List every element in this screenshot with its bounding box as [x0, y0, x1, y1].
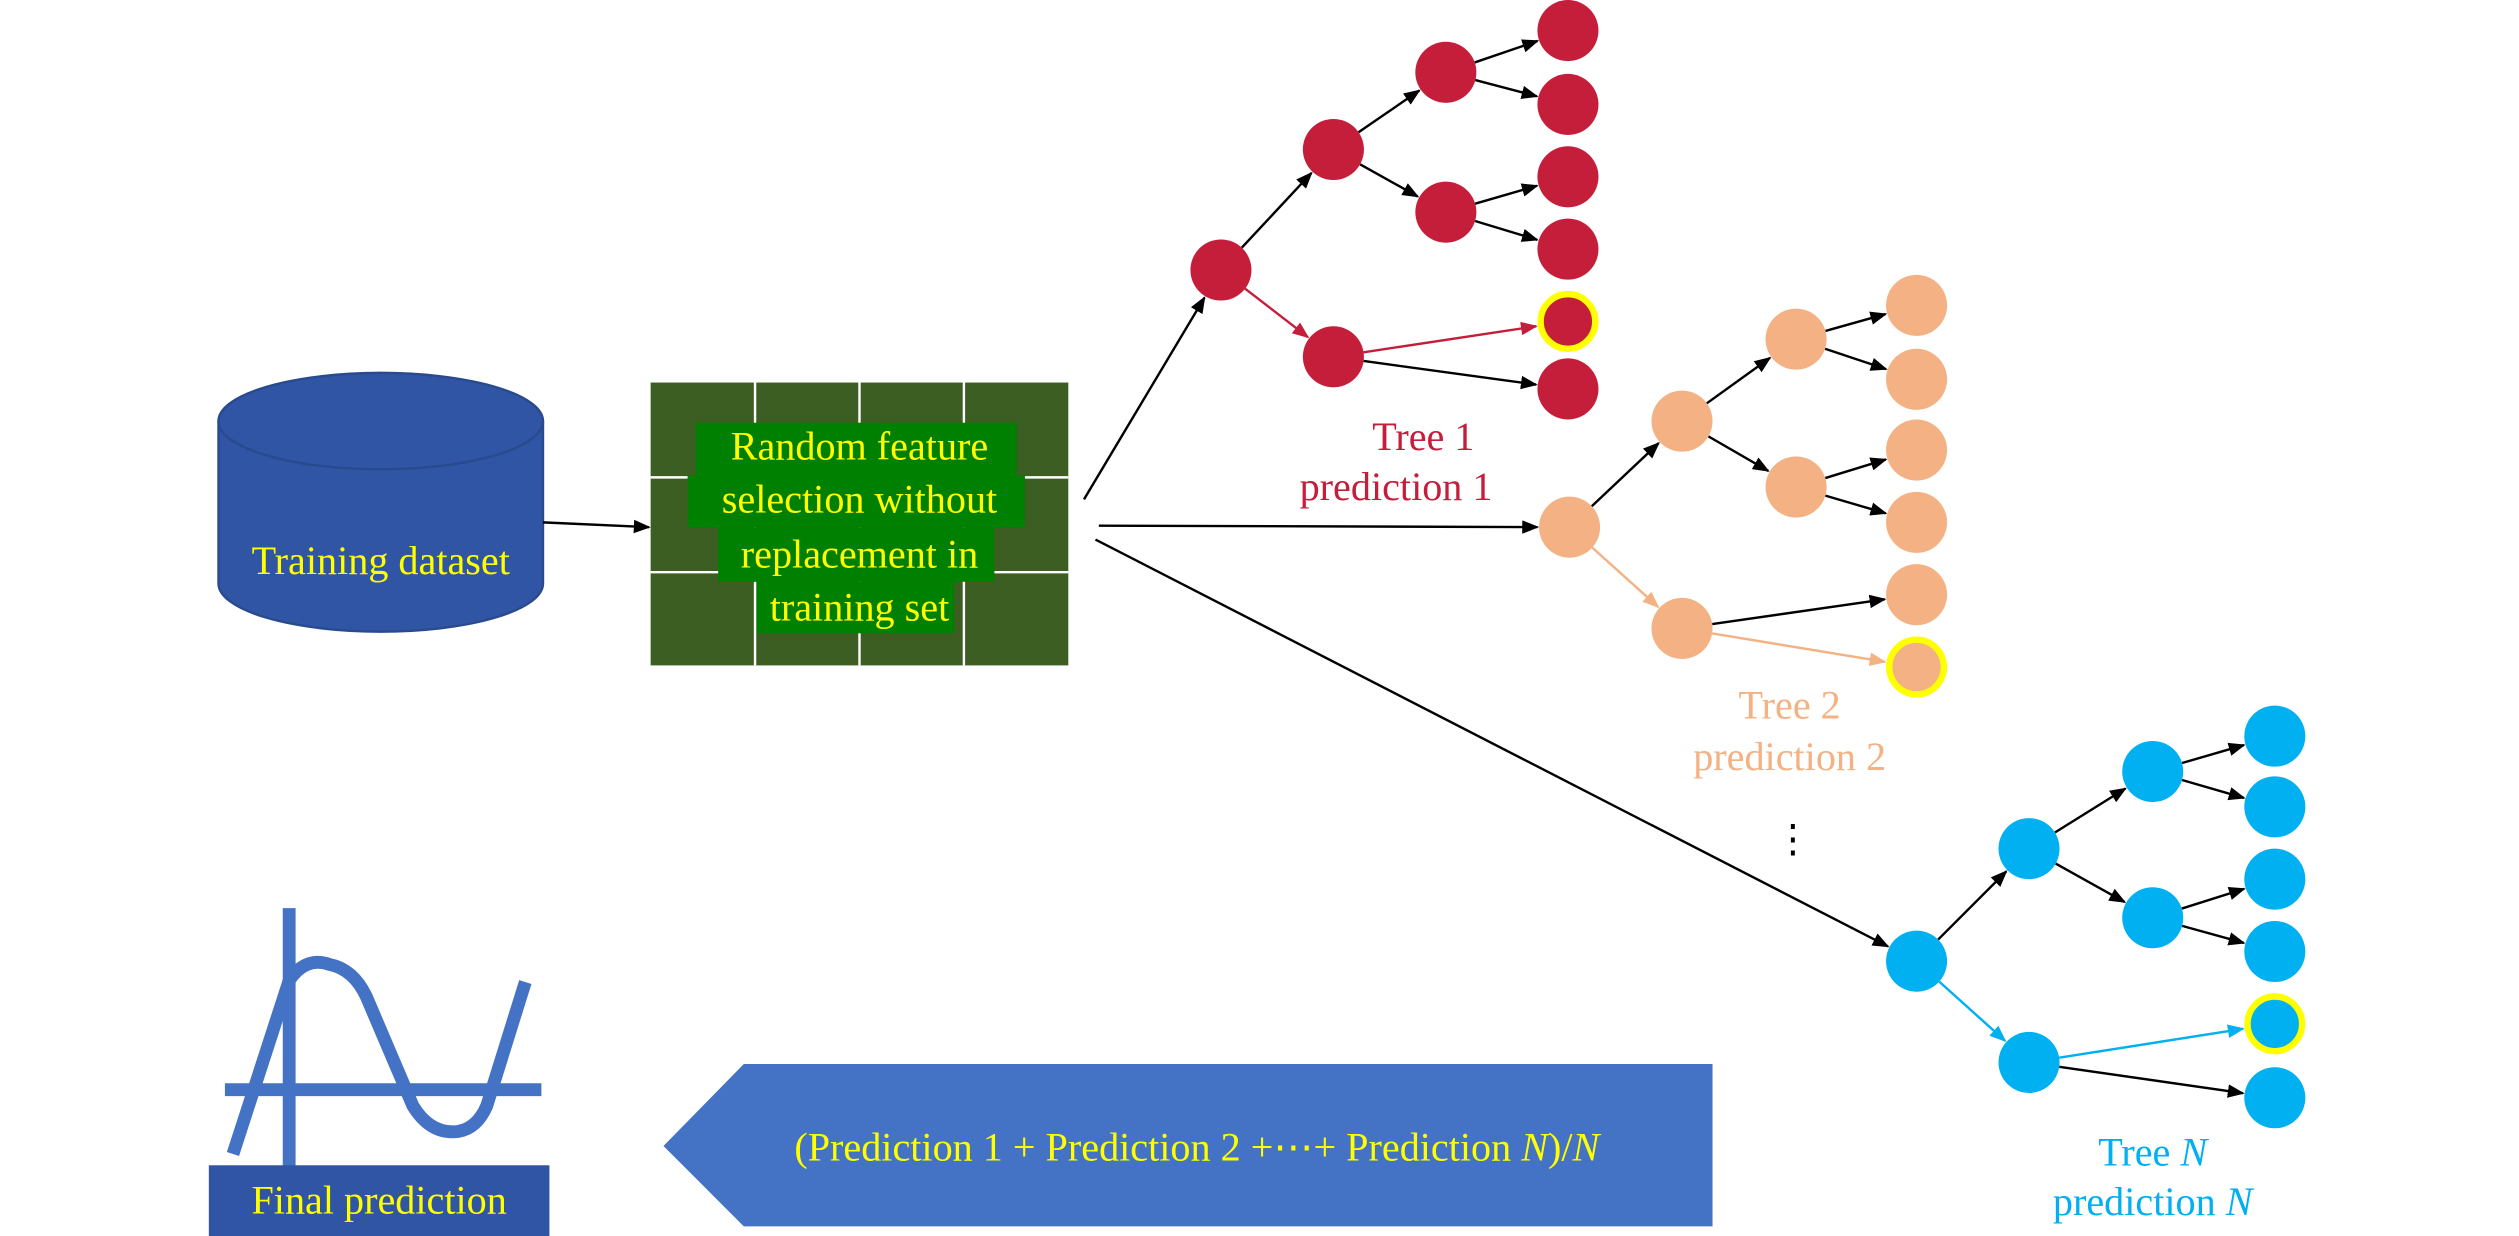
- tree3-edge: [2181, 887, 2246, 910]
- tree2-leaf-node: [1886, 491, 1948, 553]
- tree2-edge: [1712, 594, 1887, 626]
- tree1-title: Tree 1: [1372, 414, 1474, 459]
- feature-selection-grid: Random feature selection without replace…: [650, 382, 1069, 666]
- tree1-edge: [1474, 39, 1540, 64]
- selection-line-1: Random feature: [731, 424, 989, 469]
- tree1-leaf-node: [1537, 73, 1599, 136]
- tree1-edge: [1240, 171, 1313, 249]
- tree3-edge: [2055, 862, 2127, 904]
- tree3-edge: [1937, 870, 2008, 941]
- tree2-title: Tree 2: [1739, 682, 1841, 727]
- tree2-edge: [1825, 311, 1888, 333]
- aggregation-arrow: (Prediction 1 + Prediction 2 +⋯+ Predict…: [663, 1064, 1713, 1227]
- tree3-edge: [2181, 742, 2246, 765]
- tree2-leaf-node: [1886, 419, 1948, 481]
- tree1-edge: [1363, 359, 1538, 390]
- tree3-node: [2122, 887, 2184, 949]
- tree3-edge: [2054, 787, 2127, 834]
- tree1-edge: [1474, 219, 1539, 242]
- tree2-selected-leaf-node: [1886, 636, 1948, 698]
- selection-line-4: training set: [770, 584, 950, 629]
- tree3-node: [1998, 1031, 2060, 1093]
- tree2-node: [1539, 496, 1601, 558]
- ellipsis: ⋮: [1774, 819, 1813, 861]
- tree3-node: [2122, 740, 2184, 803]
- edge-selection-to-tree2: [1098, 520, 1540, 534]
- tree3-edge: [2181, 778, 2246, 801]
- tree1-node: [1415, 181, 1477, 243]
- tree2-node: [1651, 390, 1713, 452]
- tree1-prediction: prediction 1: [1300, 464, 1493, 509]
- treeN-title: Tree N: [2098, 1129, 2209, 1174]
- selection-line-3: replacement in: [741, 531, 978, 576]
- tree2-edge: [1824, 457, 1888, 480]
- tree1-edge: [1474, 183, 1539, 205]
- tree1-node: [1415, 41, 1477, 103]
- final-prediction-box: [208, 1165, 550, 1236]
- final-prediction-label: Final prediction: [251, 1177, 506, 1222]
- tree1-node: [1302, 118, 1364, 181]
- edge-selection-to-tree3: [1094, 538, 1890, 948]
- tree2-node: [1765, 308, 1827, 370]
- edge-selection-to-tree1: [1082, 296, 1206, 500]
- tree2-leaf-node: [1886, 274, 1948, 336]
- tree3-leaf-node: [2244, 848, 2306, 910]
- tree3-edge: [2181, 924, 2246, 946]
- tree2-leaf-node: [1886, 348, 1948, 410]
- tree3-selected-leaf-node: [2244, 993, 2306, 1055]
- tree1-leaf-node: [1537, 0, 1599, 62]
- selection-line-2: selection without: [722, 477, 997, 522]
- tree2-edge: [1824, 347, 1888, 371]
- tree2-edge: [1825, 494, 1888, 516]
- tree3-decision-path-edge: [1938, 980, 2007, 1043]
- tree1-decision-path-edge: [1363, 321, 1538, 354]
- tree1-edge: [1359, 163, 1420, 198]
- tree3-node: [1886, 930, 1948, 992]
- tree2-edge: [1707, 435, 1770, 472]
- tree1-node: [1190, 239, 1252, 301]
- tree3-leaf-node: [2244, 1067, 2306, 1129]
- arrow-dataset-to-selection: [542, 519, 651, 534]
- tree2-decision-path-edge: [1591, 546, 1660, 609]
- tree1-leaf-node: [1537, 218, 1599, 280]
- training-dataset-cylinder: Training dataset: [217, 371, 545, 633]
- tree2-edge: [1706, 356, 1772, 405]
- dataset-label: Training dataset: [252, 538, 510, 583]
- tree2-node: [1765, 456, 1827, 518]
- tree2-prediction: prediction 2: [1693, 734, 1886, 779]
- tree3-node: [1998, 818, 2060, 880]
- aggregation-formula: (Prediction 1 + Prediction 2 +⋯+ Predict…: [794, 1124, 1601, 1169]
- tree2-node: [1651, 597, 1713, 659]
- tree3-decision-path-edge: [2058, 1024, 2245, 1059]
- tree1-edge: [1475, 78, 1539, 99]
- tree2-leaf-node: [1886, 564, 1948, 626]
- tree3-edge: [2059, 1065, 2245, 1098]
- tree1-selected-leaf-node: [1537, 290, 1599, 352]
- tree2-decision-path-edge: [1711, 632, 1887, 667]
- tree1-leaf-node: [1537, 146, 1599, 208]
- tree3-leaf-node: [2244, 705, 2306, 767]
- tree1-leaf-node: [1537, 358, 1599, 420]
- tree3-leaf-node: [2244, 776, 2306, 838]
- tree3-leaf-node: [2244, 920, 2306, 983]
- tree1-decision-path-edge: [1244, 287, 1310, 339]
- tree2-edge: [1590, 442, 1660, 508]
- sine-wave-chart-icon: [224, 908, 542, 1167]
- tree1-node: [1302, 326, 1364, 388]
- treeN-prediction: prediction N: [2053, 1179, 2255, 1224]
- tree1-edge: [1357, 89, 1421, 134]
